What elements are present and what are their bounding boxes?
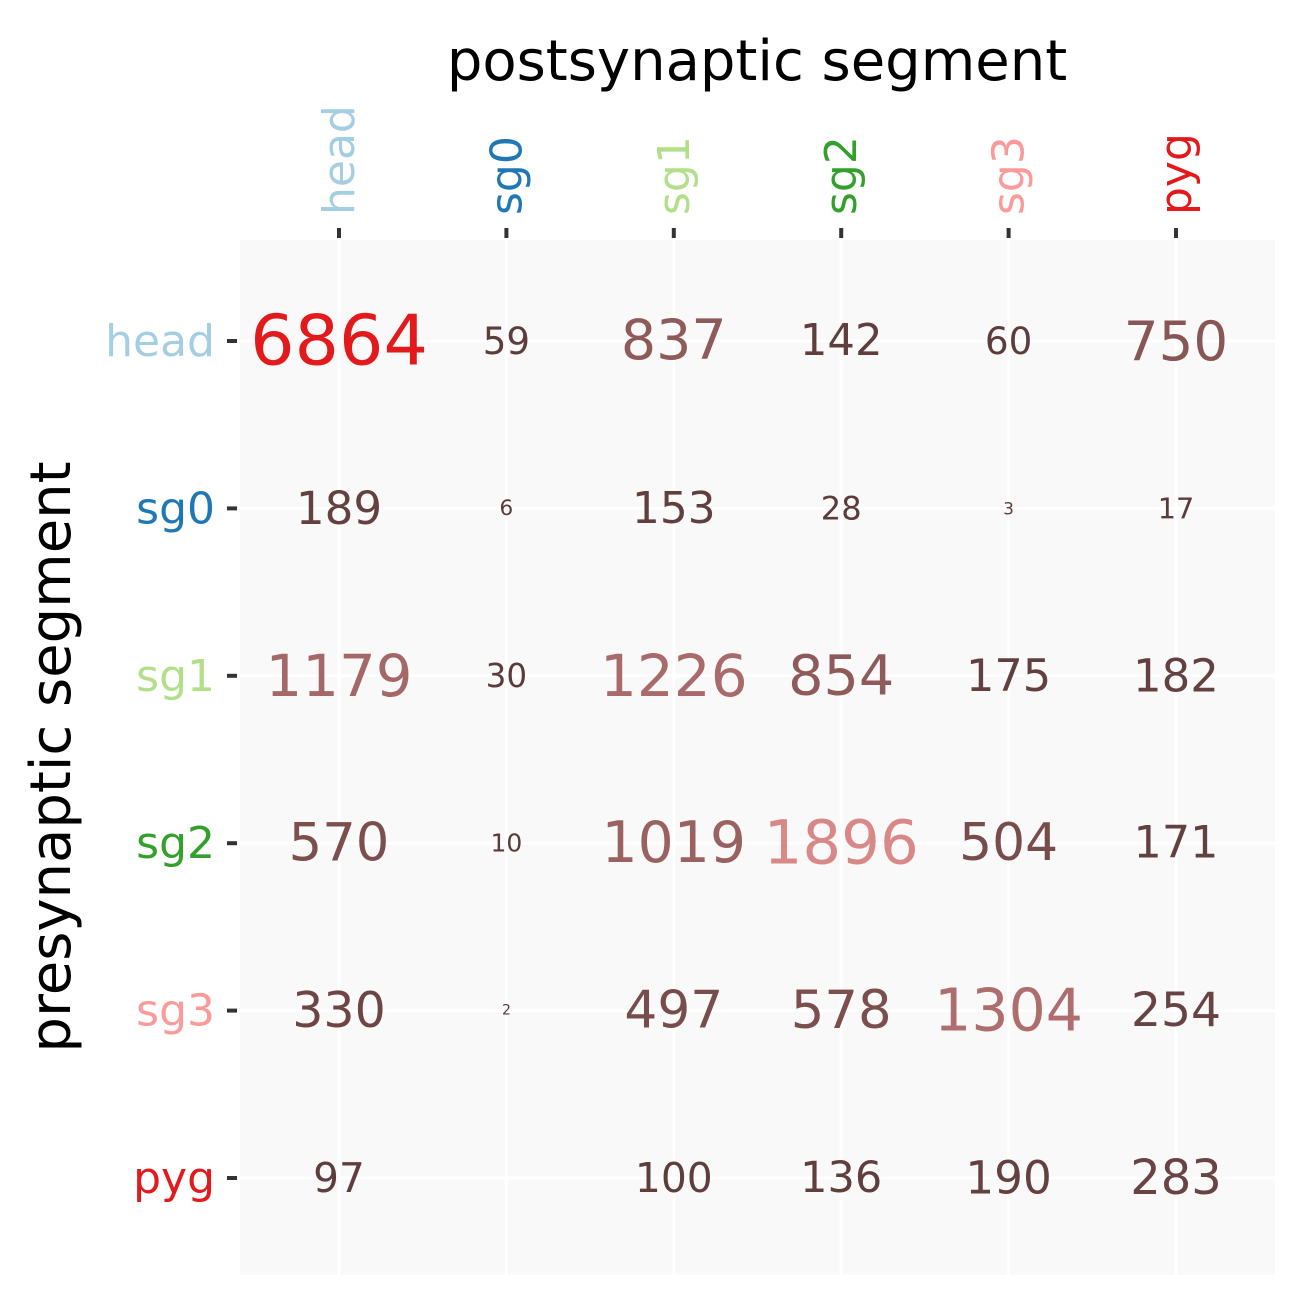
cell-value: 1896 (764, 808, 919, 879)
cell-value: 190 (965, 1152, 1051, 1205)
y-tick-label-sg3: sg3 (136, 986, 215, 1037)
cell-value: 1019 (602, 810, 747, 876)
y-tick-label-sg0: sg0 (136, 483, 215, 534)
y-tick-label-pyg: pyg (133, 1153, 215, 1204)
cell-value: 578 (791, 980, 892, 1041)
cell-value: 504 (959, 813, 1058, 873)
cell-value: 330 (292, 982, 386, 1039)
cell-value: 175 (966, 650, 1051, 702)
cell-value: 283 (1130, 1150, 1222, 1206)
cell-value: 97 (313, 1154, 365, 1202)
cell-value: 59 (483, 319, 530, 363)
axis-ticks (227, 228, 1178, 1180)
y-axis-title: presynaptic segment (19, 461, 84, 1052)
cell-value: 1226 (600, 642, 748, 710)
cell-value: 2 (502, 1003, 511, 1019)
cell-value: 254 (1131, 983, 1221, 1038)
cell-value: 570 (289, 813, 390, 874)
cell-value: 6864 (250, 301, 428, 382)
y-tick-label-head: head (105, 316, 215, 367)
cell-value: 3 (1003, 498, 1014, 518)
cell-value: 189 (296, 482, 382, 535)
x-tick-label-sg2: sg2 (816, 136, 867, 215)
x-tick-label-sg0: sg0 (481, 136, 532, 215)
cell-value: 153 (632, 483, 716, 534)
cell-value: 171 (1134, 818, 1219, 869)
cell-value: 750 (1124, 309, 1228, 373)
cell-value: 854 (788, 643, 894, 708)
grid-lines (240, 240, 1275, 1275)
cell-value: 17 (1158, 491, 1195, 525)
cell-value: 30 (486, 657, 527, 695)
cell-value: 100 (635, 1154, 713, 1202)
cell-value: 1304 (934, 977, 1083, 1045)
x-tick-label-pyg: pyg (1151, 133, 1202, 215)
x-axis-title: postsynaptic segment (447, 29, 1067, 94)
cell-value: 142 (800, 316, 883, 366)
y-tick-label-sg1: sg1 (136, 651, 215, 702)
cell-value: 497 (624, 981, 723, 1041)
cell-value: 136 (800, 1153, 882, 1203)
cell-value: 60 (985, 319, 1032, 363)
plot-panel (240, 240, 1275, 1275)
cell-value: 182 (1133, 649, 1219, 702)
cell-value: 28 (821, 489, 862, 527)
x-tick-label-head: head (314, 105, 365, 215)
x-tick-label-sg3: sg3 (984, 136, 1035, 215)
cell-value: 837 (621, 309, 727, 373)
cell-value: 10 (490, 829, 522, 858)
x-tick-label-sg1: sg1 (649, 136, 700, 215)
cell-value: 6 (500, 496, 514, 521)
x-tick-labels: head sg0 sg1 sg2 sg3 pyg (314, 105, 1202, 215)
y-tick-label-sg2: sg2 (136, 818, 215, 869)
cell-value: 1179 (265, 642, 412, 710)
y-tick-labels: head sg0 sg1 sg2 sg3 pyg (105, 316, 215, 1204)
